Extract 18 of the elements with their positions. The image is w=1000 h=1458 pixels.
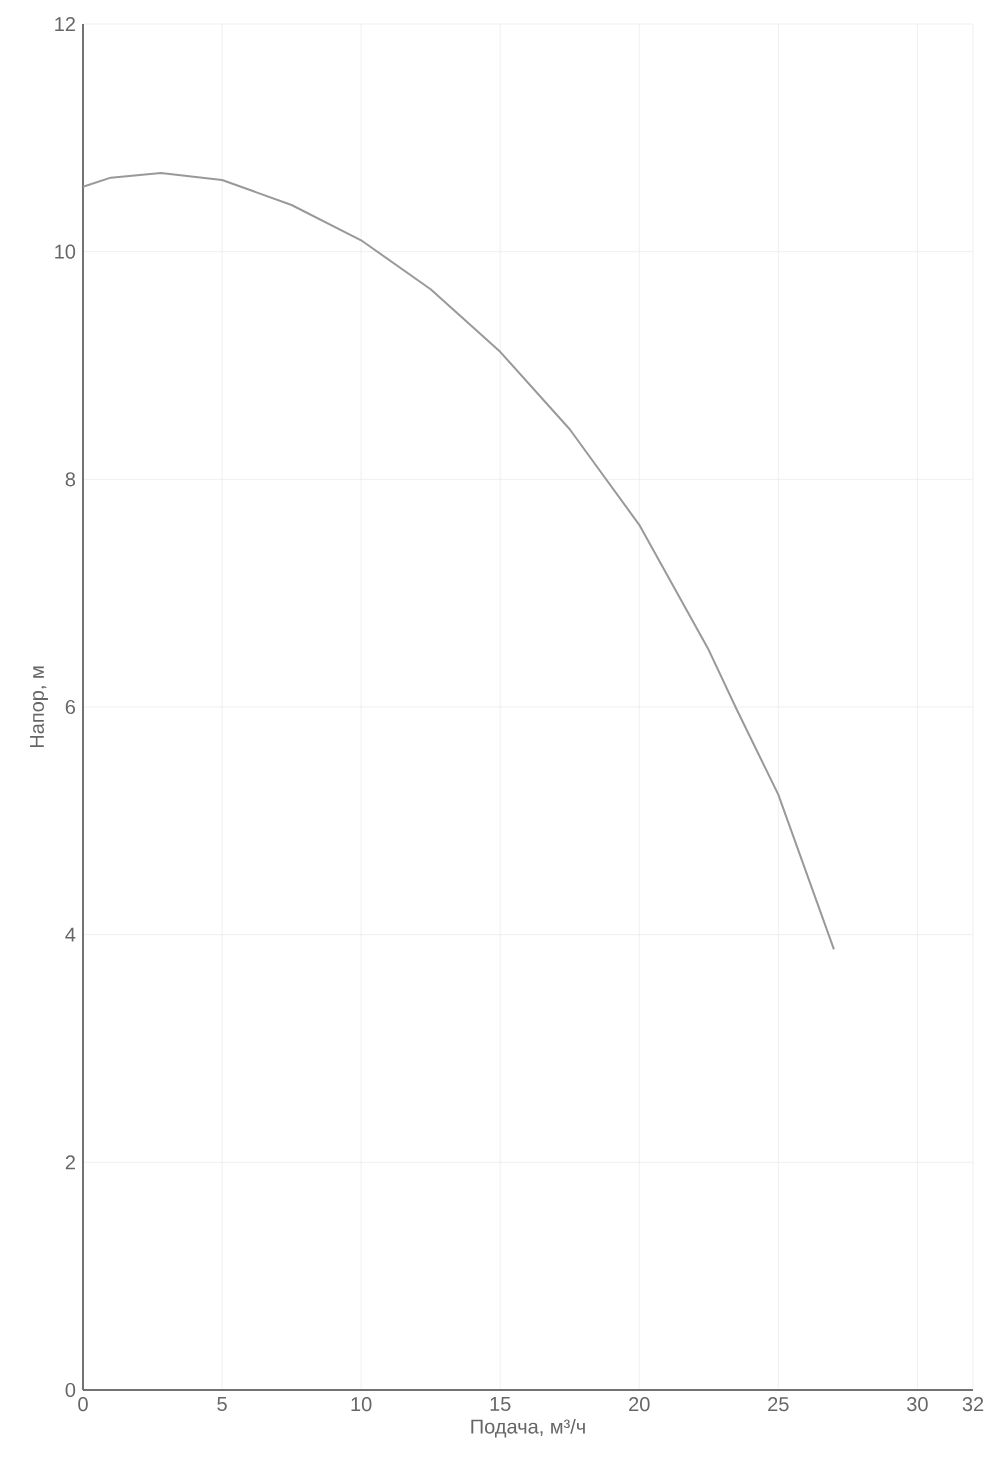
x-tick-label: 20 [629,1397,650,1412]
y-tick-label: 8 [65,472,76,487]
y-tick-label: 12 [55,17,75,31]
line-series [82,172,835,951]
y-tick-label: 10 [55,244,76,259]
y-axis-title: Напор, м [30,666,48,748]
x-tick-label: 5 [217,1397,227,1412]
y-tick-label: 4 [65,927,76,942]
x-tick-label: 0 [78,1397,88,1412]
x-tick-label: 32 [962,1397,984,1412]
y-tick-label: 6 [65,699,76,715]
y-tick-label: 0 [65,1382,76,1398]
x-tick-label: 15 [490,1397,511,1412]
x-tick-label: 25 [768,1397,789,1412]
x-tick-label: 10 [351,1397,372,1412]
y-tick-label: 2 [65,1155,75,1170]
x-tick-label: 30 [907,1397,928,1412]
x-axis-title: Подача, м³/ч [471,1418,585,1438]
